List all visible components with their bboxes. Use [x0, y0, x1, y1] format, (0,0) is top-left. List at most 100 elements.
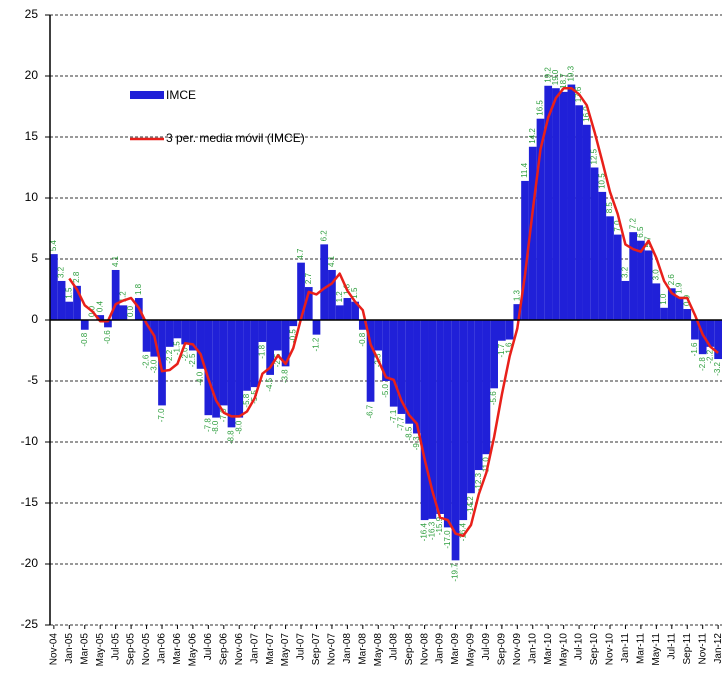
bar	[521, 180, 529, 320]
line	[68, 86, 719, 538]
data-label: 19.0	[551, 69, 560, 85]
bar	[683, 309, 692, 320]
data-label: -12.3	[474, 473, 483, 492]
x-tick-label: May-11	[651, 633, 662, 666]
data-label: 5.4	[49, 239, 58, 251]
bar	[544, 85, 553, 320]
data-label: 11.4	[520, 162, 529, 178]
bar	[552, 88, 560, 320]
data-label: 1.0	[659, 293, 668, 305]
bar	[50, 254, 58, 320]
x-tick-label: Mar-08	[357, 633, 368, 665]
bar	[652, 283, 661, 320]
data-label: 3.2	[57, 266, 66, 278]
x-tick-label: May-09	[466, 633, 477, 667]
x-tick-label: Jan-12	[713, 633, 724, 664]
bar	[235, 320, 244, 418]
bar	[80, 320, 89, 330]
data-label: -3.0	[149, 359, 158, 373]
bar	[343, 298, 352, 320]
data-label: 1.2	[118, 291, 127, 303]
bar	[358, 320, 367, 330]
bar	[637, 240, 645, 320]
data-label: 4.7	[296, 248, 305, 260]
data-label: -8.0	[234, 420, 243, 434]
x-tick-label: Sep-06	[218, 633, 229, 666]
bar	[490, 320, 498, 389]
data-label: 3.0	[651, 269, 660, 281]
y-tick-label: 20	[25, 68, 39, 82]
bar	[289, 320, 298, 327]
bar	[104, 320, 112, 328]
x-tick-label: Sep-11	[682, 633, 693, 665]
x-tick-label: Nov-07	[327, 633, 338, 666]
data-label: -0.6	[103, 330, 112, 344]
bar	[644, 250, 653, 320]
data-label: 14.2	[528, 128, 537, 144]
bar	[181, 320, 190, 345]
x-tick-label: Jul-07	[296, 633, 307, 661]
bar	[204, 320, 213, 416]
data-label: 1.9	[675, 282, 684, 294]
legend-swatch	[130, 91, 164, 99]
bar	[165, 320, 174, 347]
bar	[706, 320, 715, 347]
x-tick-label: Jan-05	[64, 633, 75, 664]
x-tick-label: Sep-05	[126, 633, 137, 666]
bar	[382, 320, 390, 381]
bar	[258, 320, 267, 342]
data-label: -16.4	[458, 523, 467, 542]
x-tick-label: Sep-08	[404, 633, 415, 666]
data-label: -15.9	[435, 516, 444, 535]
bar	[691, 320, 699, 340]
bar	[459, 320, 468, 521]
bar	[698, 320, 707, 355]
data-label: 2.8	[72, 271, 81, 283]
data-label: -2.2	[706, 349, 715, 363]
bar	[436, 320, 444, 514]
bar	[243, 320, 251, 391]
y-tick-label: -25	[21, 617, 39, 631]
x-tick-label: Jan-11	[620, 633, 631, 663]
x-tick-label: Mar-06	[172, 633, 183, 665]
data-label: -0.8	[358, 332, 367, 346]
bar	[73, 285, 81, 320]
bar	[57, 280, 66, 320]
bar	[567, 84, 576, 320]
data-label: -1.7	[497, 343, 506, 357]
data-label: 1.8	[134, 283, 143, 295]
data-label: -16.4	[420, 523, 429, 542]
y-tick-label: 15	[25, 129, 39, 143]
x-tick-label: Jan-07	[249, 633, 260, 664]
x-tick-label: May-08	[373, 633, 384, 667]
data-label: -0.8	[80, 332, 89, 346]
x-tick-label: Mar-10	[543, 633, 554, 665]
x-tick-label: Nov-05	[141, 633, 152, 666]
x-tick-label: Jul-10	[574, 633, 585, 661]
x-tick-label: May-07	[280, 633, 291, 667]
x-tick-label: Nov-08	[419, 633, 430, 666]
bar	[274, 320, 282, 351]
bar	[575, 105, 583, 320]
y-tick-label: 5	[31, 251, 38, 265]
data-label: 16.0	[582, 106, 591, 122]
bar	[428, 320, 437, 519]
bar	[474, 320, 483, 471]
x-tick-label: May-06	[188, 633, 199, 667]
data-label: -7.0	[157, 408, 166, 422]
data-label: 6.5	[636, 226, 645, 238]
data-label: 19.3	[566, 65, 575, 81]
data-label: -7.0	[219, 408, 228, 422]
bar	[420, 320, 429, 521]
data-label: 1.5	[64, 287, 73, 299]
bar	[397, 320, 406, 414]
data-label: -2.5	[188, 353, 197, 367]
data-label: -7.1	[389, 409, 398, 423]
legend-label: 3 per. media móvil (IMCE)	[166, 131, 305, 145]
bar	[590, 167, 599, 320]
bar	[536, 118, 545, 320]
bar	[660, 307, 668, 320]
data-label: -19.7	[451, 563, 460, 582]
bar	[374, 320, 383, 351]
bar	[281, 320, 290, 367]
